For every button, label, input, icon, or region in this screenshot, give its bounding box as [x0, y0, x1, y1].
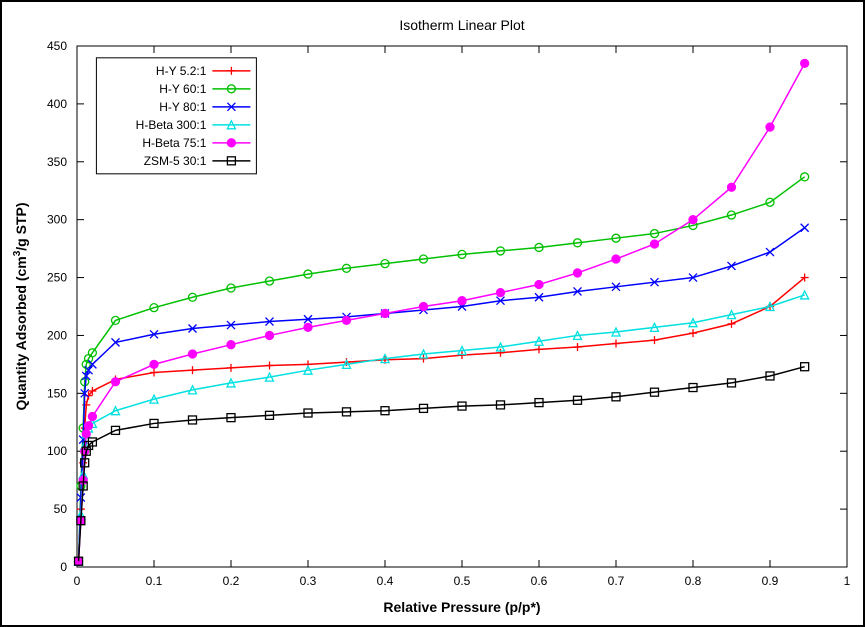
x-tick-label: 1	[844, 574, 851, 588]
marker-circle	[189, 350, 197, 358]
x-tick-label: 0.8	[685, 574, 702, 588]
marker-circle	[343, 316, 351, 324]
marker-circle	[381, 309, 389, 317]
isotherm-plot-svg: 0 0.1 0.2 0.3 0.4 0.5 0.6 0.7 0.8 0.9 1 0 50 100 150 20…	[2, 2, 863, 625]
legend-label: H-Y 5.2:1	[156, 64, 207, 78]
y-tick-label: 450	[47, 39, 67, 53]
chart-title: Isotherm Linear Plot	[399, 17, 524, 33]
marker-circle	[88, 412, 96, 420]
y-axis-label: Quantity Adsorbed (cm3/g STP)	[12, 202, 29, 410]
legend-label: H-Y 60:1	[159, 82, 206, 96]
y-tick-label: 350	[47, 155, 67, 169]
marker-circle	[458, 297, 466, 305]
marker-circle	[112, 378, 120, 386]
marker-circle	[304, 323, 312, 331]
y-tick-label: 100	[47, 444, 67, 458]
x-tick-label: 0.1	[146, 574, 163, 588]
marker-circle	[82, 430, 90, 438]
marker-circle	[420, 303, 428, 311]
marker-circle	[801, 59, 809, 67]
x-tick-label: 0.4	[377, 574, 394, 588]
x-tick-label: 0.5	[454, 574, 471, 588]
x-tick-label: 0.9	[762, 574, 779, 588]
legend-label: H-Y 80:1	[159, 100, 206, 114]
legend-label: H-Beta 75:1	[142, 136, 206, 150]
marker-circle	[728, 183, 736, 191]
marker-circle	[85, 422, 93, 430]
x-tick-label: 0.2	[223, 574, 240, 588]
marker-circle	[227, 139, 235, 147]
x-tick-label: 0.3	[300, 574, 317, 588]
y-tick-label: 50	[54, 502, 68, 516]
y-tick-label: 250	[47, 271, 67, 285]
marker-circle	[574, 269, 582, 277]
y-tick-label: 150	[47, 386, 67, 400]
marker-circle	[651, 240, 659, 248]
y-tick-label: 0	[60, 560, 67, 574]
marker-circle	[150, 360, 158, 368]
x-tick-label: 0.7	[608, 574, 625, 588]
x-tick-label: 0	[74, 574, 81, 588]
marker-circle	[266, 331, 274, 339]
marker-circle	[535, 281, 543, 289]
legend-label: H-Beta 300:1	[136, 118, 207, 132]
y-tick-label: 200	[47, 328, 67, 342]
marker-circle	[612, 255, 620, 263]
marker-circle	[689, 216, 697, 224]
x-axis-label: Relative Pressure (p/p*)	[383, 599, 540, 615]
legend-label: ZSM-5 30:1	[144, 154, 207, 168]
marker-circle	[227, 341, 235, 349]
x-tick-label: 0.6	[531, 574, 548, 588]
marker-circle	[497, 289, 505, 297]
y-tick-label: 400	[47, 97, 67, 111]
marker-circle	[766, 123, 774, 131]
chart-container: 0 0.1 0.2 0.3 0.4 0.5 0.6 0.7 0.8 0.9 1 0 50 100 150 20…	[0, 0, 865, 627]
y-tick-label: 300	[47, 213, 67, 227]
